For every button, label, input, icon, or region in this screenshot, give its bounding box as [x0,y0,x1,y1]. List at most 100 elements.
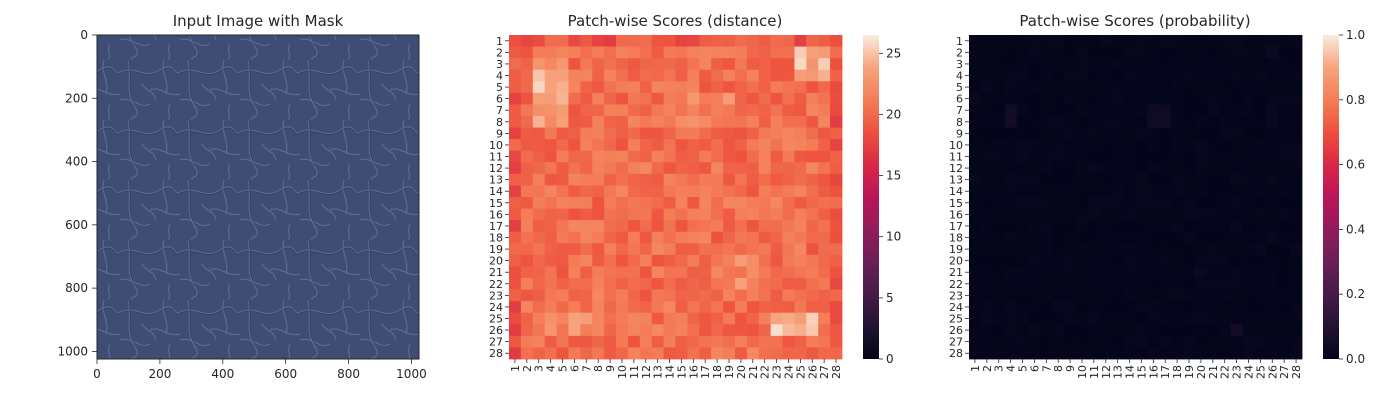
x-tick-label: 5 [1017,365,1030,372]
heatmap-cell [1123,347,1136,360]
heatmap-cell [1159,150,1172,163]
x-tick-label: 18 [711,365,724,379]
heatmap-cell [734,278,748,290]
heatmap-cell [1230,104,1243,117]
colorbar-tick-label: 0.6 [1346,158,1365,172]
heatmap-cell [1052,301,1065,314]
heatmap-cell [830,347,843,360]
heatmap-cell [1278,185,1291,198]
heatmap-cell [1076,35,1089,47]
heatmap-cell [1087,46,1101,59]
colorbar-tick-label: 0.0 [1346,352,1365,366]
heatmap-cell [544,139,557,152]
heatmap-cell [639,289,653,302]
heatmap-cell [1230,81,1243,94]
heatmap-cell [1290,185,1303,198]
heatmap-cell [1028,324,1041,337]
heatmap-cell [1278,81,1291,94]
heatmap-cell [1052,58,1065,71]
heatmap-cell [520,289,534,302]
heatmap-cell [556,127,569,140]
heatmap-cell [794,335,807,348]
heatmap-cell [580,150,593,163]
heatmap-cell [1028,92,1041,105]
heatmap-cell [992,69,1006,82]
heatmap-cell [969,266,982,279]
heatmap-cell [746,162,760,175]
heatmap-cell [1004,150,1017,163]
heatmap-cell [794,104,807,117]
heatmap-cell [1171,92,1184,105]
probability-colorbar [1323,35,1339,359]
x-tick-label: 19 [723,365,736,379]
heatmap-cell [782,92,795,105]
heatmap-cell [544,127,557,140]
x-tick-label: 1 [969,365,982,372]
heatmap-cell [1099,162,1113,175]
x-tick-label: 10 [1076,365,1089,379]
y-tick-label: 22 [489,278,503,291]
heatmap-cell [616,58,629,71]
x-tick-label: 6 [1028,365,1041,372]
heatmap-cell [651,208,664,221]
heatmap-cell [687,231,700,244]
heatmap-cell [1183,185,1196,198]
heatmap-cell [627,208,641,221]
heatmap-cell [1230,173,1243,186]
heatmap-cell [627,278,641,290]
x-tick-label: 600 [274,367,297,381]
heatmap-cell [1266,150,1279,163]
heatmap-cell [675,208,688,221]
heatmap-cell [1290,127,1303,140]
heatmap-cell [544,69,557,82]
heatmap-cell [1147,254,1160,267]
heatmap-cell [992,197,1006,209]
x-tick-label: 8 [592,365,605,372]
heatmap-cell [746,220,760,233]
heatmap-cell [1266,46,1279,59]
heatmap-cell [746,197,760,209]
heatmap-cell [699,127,712,140]
heatmap-cell [1278,208,1291,221]
heatmap-cell [532,127,546,140]
heatmap-cell [1111,312,1124,325]
heatmap-cell [616,266,629,279]
heatmap-cell [782,197,795,209]
heatmap-cell [770,150,783,163]
heatmap-cell [1087,162,1101,175]
heatmap-cell [770,173,783,186]
heatmap-cell [1183,104,1196,117]
heatmap-cell [1242,278,1255,290]
heatmap-cell [1194,173,1208,186]
heatmap-cell [1194,197,1208,209]
heatmap-cell [1290,312,1303,325]
heatmap-cell [1171,81,1184,94]
heatmap-cell [1099,116,1113,128]
heatmap-cell [992,335,1006,348]
heatmap-cell [1028,162,1041,175]
x-tick-label: 14 [664,365,677,379]
heatmap-cell [830,312,843,325]
heatmap-cell [980,185,994,198]
heatmap-cell [1278,220,1291,233]
heatmap-cell [687,197,700,209]
heatmap-cell [818,81,831,94]
heatmap-cell [1076,208,1089,221]
heatmap-cell [627,254,641,267]
heatmap-cell [1266,173,1279,186]
heatmap-cell [1064,335,1077,348]
heatmap-cell [806,116,819,128]
heatmap-cell [520,254,534,267]
heatmap-cell [592,127,605,140]
heatmap-cell [520,127,534,140]
heatmap-cell [1278,92,1291,105]
heatmap-cell [568,150,581,163]
heatmap-cell [568,139,581,152]
heatmap-cell [627,173,641,186]
heatmap-cell [1147,104,1160,117]
heatmap-cell [1218,278,1232,290]
heatmap-cell [746,81,760,94]
heatmap-cell [794,127,807,140]
heatmap-cell [1230,92,1243,105]
heatmap-cell [794,173,807,186]
